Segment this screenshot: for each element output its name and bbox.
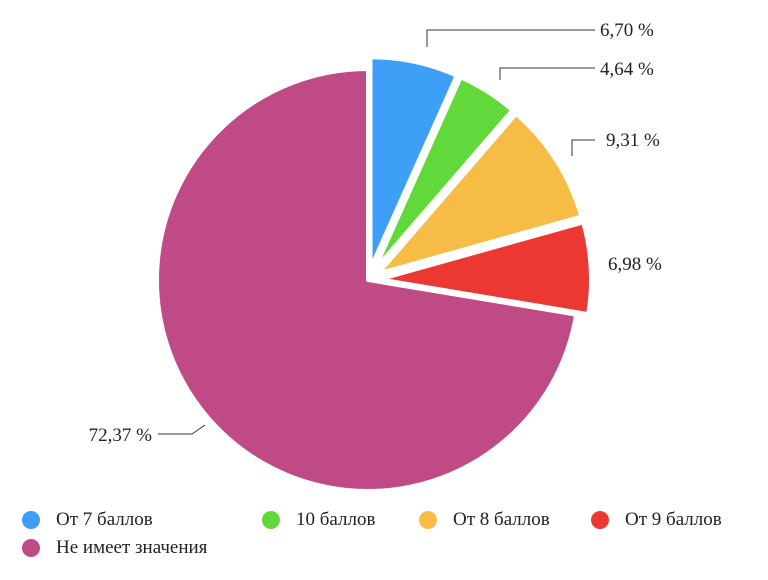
data-label-не-имеет-значения: 72,37 % <box>89 425 153 446</box>
legend-item-ne-imeet[interactable]: Не имеет значения <box>22 537 207 559</box>
pie-chart: 6,70 % 4,64 % 9,31 % 6,98 % 72,37 % <box>89 20 662 493</box>
data-label-от-8-баллов: 9,31 % <box>606 130 660 151</box>
pie-slice-10-баллов[interactable] <box>372 75 515 272</box>
data-label-от-7-баллов: 6,70 % <box>600 20 654 41</box>
legend-swatch-ot-8 <box>419 511 437 529</box>
pie-slice-от-8-баллов[interactable] <box>376 111 584 276</box>
legend-swatch-ot-7 <box>22 511 40 529</box>
legend-swatch-10 <box>262 511 280 529</box>
leader-line-от-8-баллов <box>571 139 595 156</box>
legend-item-10[interactable]: 10 баллов <box>262 509 419 531</box>
data-label-от-9-баллов: 6,98 % <box>608 254 662 275</box>
pie-slice-от-7-баллов[interactable] <box>368 55 459 271</box>
legend-item-ot-8[interactable]: От 8 баллов <box>419 509 591 531</box>
legend-label-ot-8: От 8 баллов <box>453 509 550 530</box>
legend-swatch-ne-imeet <box>22 539 40 557</box>
legend-swatch-ot-9 <box>591 511 609 529</box>
legend-label-ne-imeet: Не имеет значения <box>56 537 208 558</box>
data-labels: 6,70 % 4,64 % 9,31 % 6,98 % 72,37 % <box>89 20 662 446</box>
legend-item-ot-9[interactable]: От 9 баллов <box>591 509 722 531</box>
legend: От 7 баллов 10 баллов От 8 баллов От 9 б… <box>22 506 762 562</box>
pie-slices <box>155 55 593 493</box>
pie-slice-от-9-баллов[interactable] <box>377 220 593 317</box>
legend-row-2: Не имеет значения <box>22 534 762 562</box>
legend-row-1: От 7 баллов 10 баллов От 8 баллов От 9 б… <box>22 506 762 534</box>
legend-item-ot-7[interactable]: От 7 баллов <box>22 509 262 531</box>
leader-line-от-7-баллов <box>426 29 595 47</box>
legend-label-ot-9: От 9 баллов <box>625 509 722 530</box>
leader-lines <box>158 29 595 435</box>
legend-label-ot-7: От 7 баллов <box>56 509 153 530</box>
data-label-10-баллов: 4,64 % <box>600 59 654 80</box>
legend-label-10: 10 баллов <box>296 509 376 530</box>
pie-slice-не-имеет-значения[interactable] <box>155 67 579 493</box>
leader-line-10-баллов <box>499 67 595 80</box>
leader-line-не-имеет-значения <box>158 424 206 435</box>
